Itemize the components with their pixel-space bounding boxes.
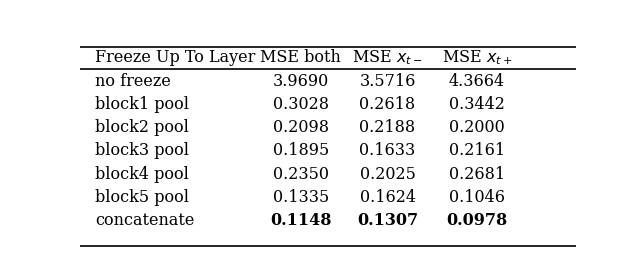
Text: MSE both: MSE both [260, 49, 341, 66]
Text: 0.0978: 0.0978 [446, 212, 508, 229]
Text: 0.2350: 0.2350 [273, 166, 329, 183]
Text: Freeze Up To Layer: Freeze Up To Layer [95, 49, 255, 66]
Text: 0.1307: 0.1307 [357, 212, 418, 229]
Text: 0.2000: 0.2000 [449, 119, 505, 136]
Text: 0.3442: 0.3442 [449, 96, 505, 113]
Text: 0.2618: 0.2618 [360, 96, 415, 113]
Text: 0.1624: 0.1624 [360, 189, 415, 206]
Text: 0.1046: 0.1046 [449, 189, 505, 206]
Text: concatenate: concatenate [95, 212, 195, 229]
Text: 0.3028: 0.3028 [273, 96, 329, 113]
Text: 3.9690: 3.9690 [273, 73, 329, 90]
Text: 0.1148: 0.1148 [270, 212, 332, 229]
Text: block3 pool: block3 pool [95, 143, 189, 159]
Text: 0.2161: 0.2161 [449, 143, 505, 159]
Text: 4.3664: 4.3664 [449, 73, 505, 90]
Text: 0.2188: 0.2188 [360, 119, 415, 136]
Text: 0.2025: 0.2025 [360, 166, 415, 183]
Text: block5 pool: block5 pool [95, 189, 189, 206]
Text: 0.2681: 0.2681 [449, 166, 505, 183]
Text: block2 pool: block2 pool [95, 119, 189, 136]
Text: 0.1335: 0.1335 [273, 189, 329, 206]
Text: 0.2098: 0.2098 [273, 119, 329, 136]
Text: block4 pool: block4 pool [95, 166, 189, 183]
Text: MSE $x_{t+}$: MSE $x_{t+}$ [442, 48, 512, 67]
Text: MSE $x_{t-}$: MSE $x_{t-}$ [353, 48, 422, 67]
Text: 0.1633: 0.1633 [360, 143, 415, 159]
Text: 0.1895: 0.1895 [273, 143, 329, 159]
Text: 3.5716: 3.5716 [359, 73, 416, 90]
Text: block1 pool: block1 pool [95, 96, 189, 113]
Text: no freeze: no freeze [95, 73, 171, 90]
